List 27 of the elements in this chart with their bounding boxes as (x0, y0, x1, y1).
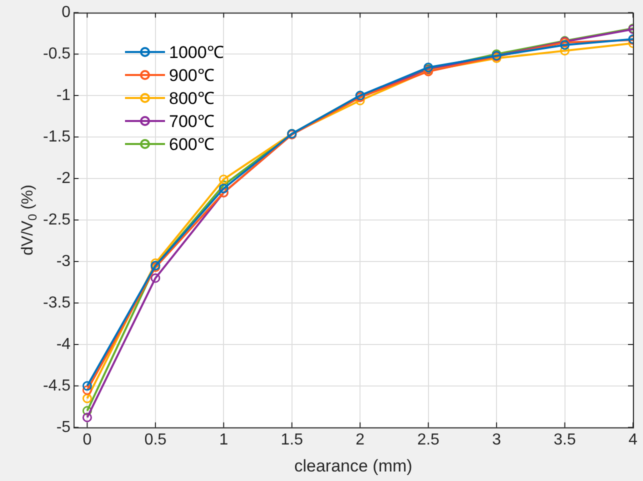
x-tick-label: 0 (82, 431, 92, 448)
x-tick-label: 4 (628, 431, 638, 448)
y-tick-label: -3 (56, 252, 71, 270)
y-tick-label: -1.5 (42, 128, 71, 146)
x-axis-title: clearance (mm) (294, 456, 412, 476)
x-tick-label: 3.5 (554, 431, 576, 448)
x-tick-label: 1 (219, 431, 228, 448)
y-tick-label: 0 (62, 4, 71, 22)
x-tick-label: 0.5 (144, 431, 167, 448)
y-tick-label: -4 (56, 336, 71, 353)
y-axis-title: dV/V0 (%) (19, 184, 40, 256)
x-tick-label: 3 (492, 431, 502, 448)
x-tick-label: 2 (356, 431, 365, 448)
y-tick-label: -4.5 (42, 377, 71, 394)
x-tick-label: 2.5 (417, 431, 440, 448)
y-tick-label: -5 (56, 418, 71, 436)
legend-label: 600℃ (169, 134, 214, 155)
legend-label: 700℃ (169, 111, 214, 132)
y-tick-label: -3.5 (42, 294, 71, 312)
y-tick-label: -1 (56, 86, 71, 104)
y-tick-label: -2 (56, 170, 71, 187)
legend-label: 1000℃ (169, 42, 224, 63)
y-tick-label: -0.5 (42, 45, 71, 62)
legend-label: 900℃ (169, 65, 214, 86)
y-tick-label: -2.5 (42, 211, 71, 228)
x-tick-label: 1.5 (280, 431, 304, 448)
legend-label: 800℃ (169, 88, 214, 109)
